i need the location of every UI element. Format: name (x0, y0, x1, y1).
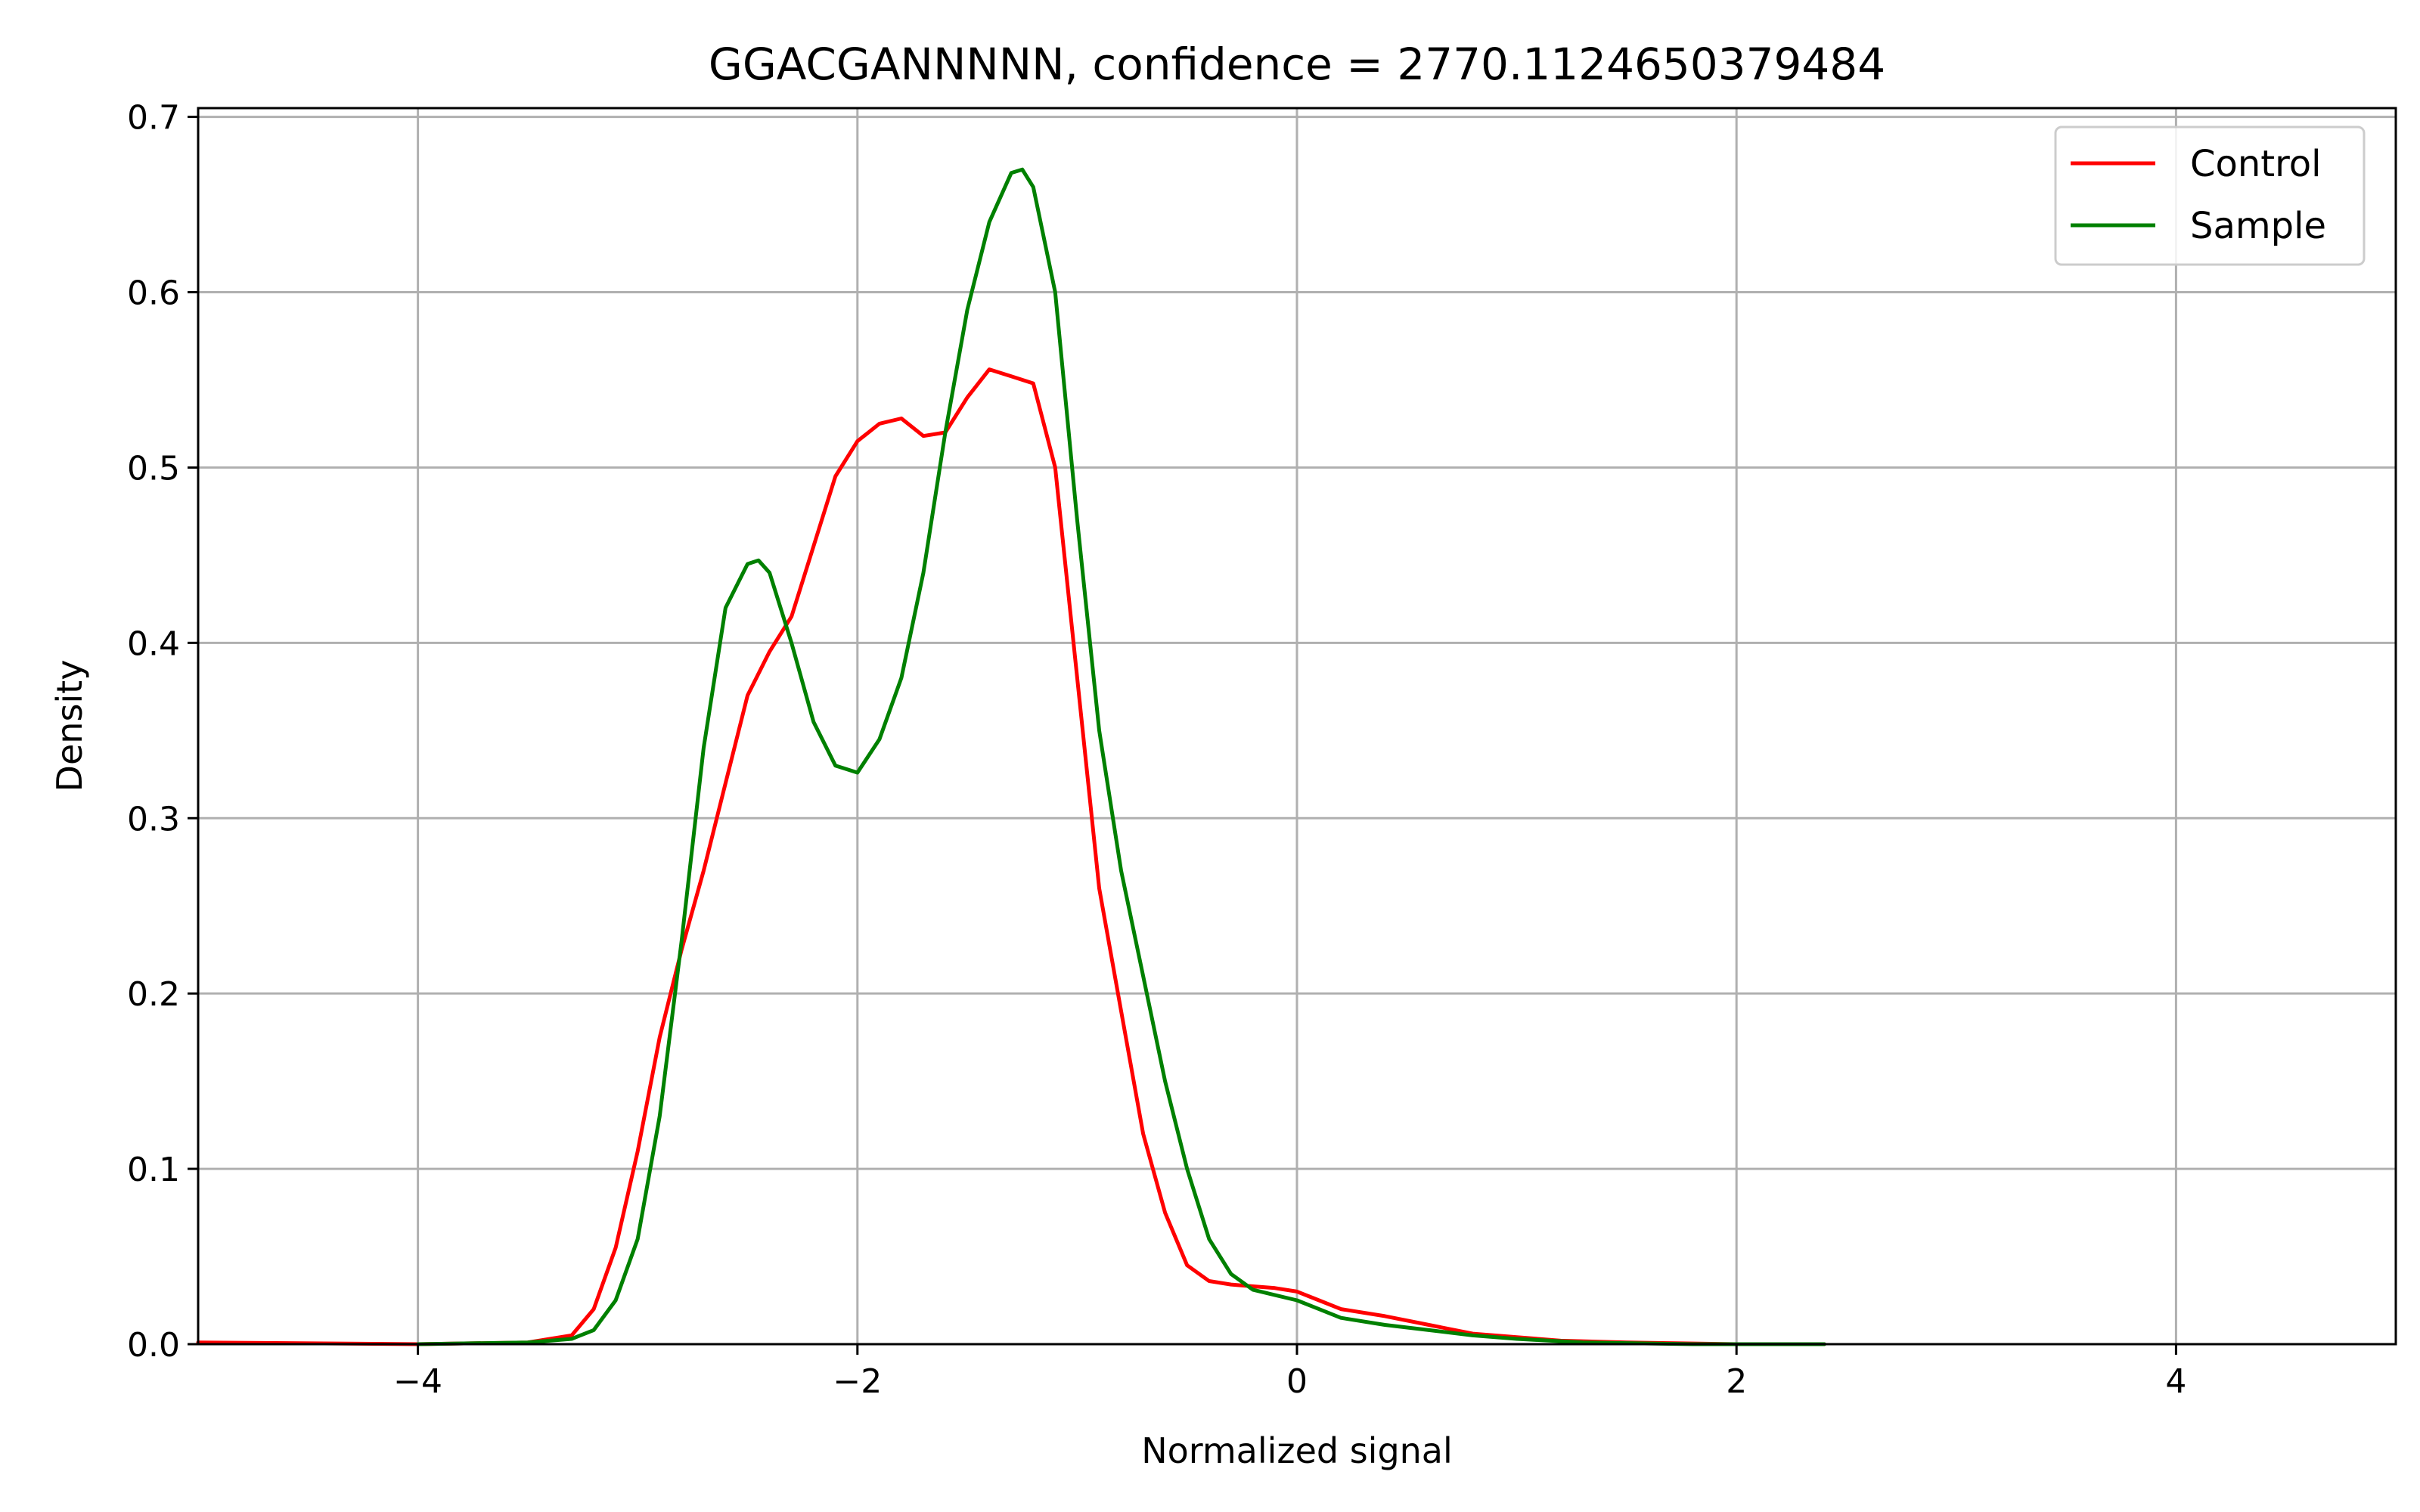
grid-lines (198, 108, 2396, 1346)
legend-entry-control: Control (2190, 143, 2322, 185)
x-axis-label: Normalized signal (1141, 1430, 1453, 1471)
y-tick-label: 0.4 (127, 624, 180, 663)
y-tick-label: 0.7 (127, 99, 180, 138)
x-tick-label: 0 (1286, 1362, 1308, 1401)
x-tick-label: −4 (393, 1362, 442, 1401)
y-tick-label: 0.1 (127, 1151, 180, 1189)
legend: Control Sample (2054, 125, 2366, 266)
y-tick-label: 0.2 (127, 975, 180, 1014)
series-line-sample (416, 167, 1826, 1346)
y-axis-label: Density (49, 660, 90, 792)
y-tick-label: 0.0 (127, 1326, 180, 1365)
axis-ticks: −4 −2 0 2 4 0.0 0.1 0.2 0.3 0.4 0.5 0.6 0.7 (127, 99, 2186, 1401)
x-tick-label: 2 (1726, 1362, 1747, 1401)
legend-entry-sample: Sample (2190, 205, 2326, 247)
x-tick-label: 4 (2165, 1362, 2186, 1401)
y-tick-label: 0.6 (127, 274, 180, 313)
chart-title: GGACGANNNNN, confidence = 2770.112465037… (709, 39, 1885, 90)
y-tick-label: 0.3 (127, 800, 180, 838)
y-tick-label: 0.5 (127, 449, 180, 488)
x-tick-label: −2 (833, 1362, 882, 1401)
series-line-control (196, 367, 1826, 1346)
series-lines (196, 167, 1826, 1346)
